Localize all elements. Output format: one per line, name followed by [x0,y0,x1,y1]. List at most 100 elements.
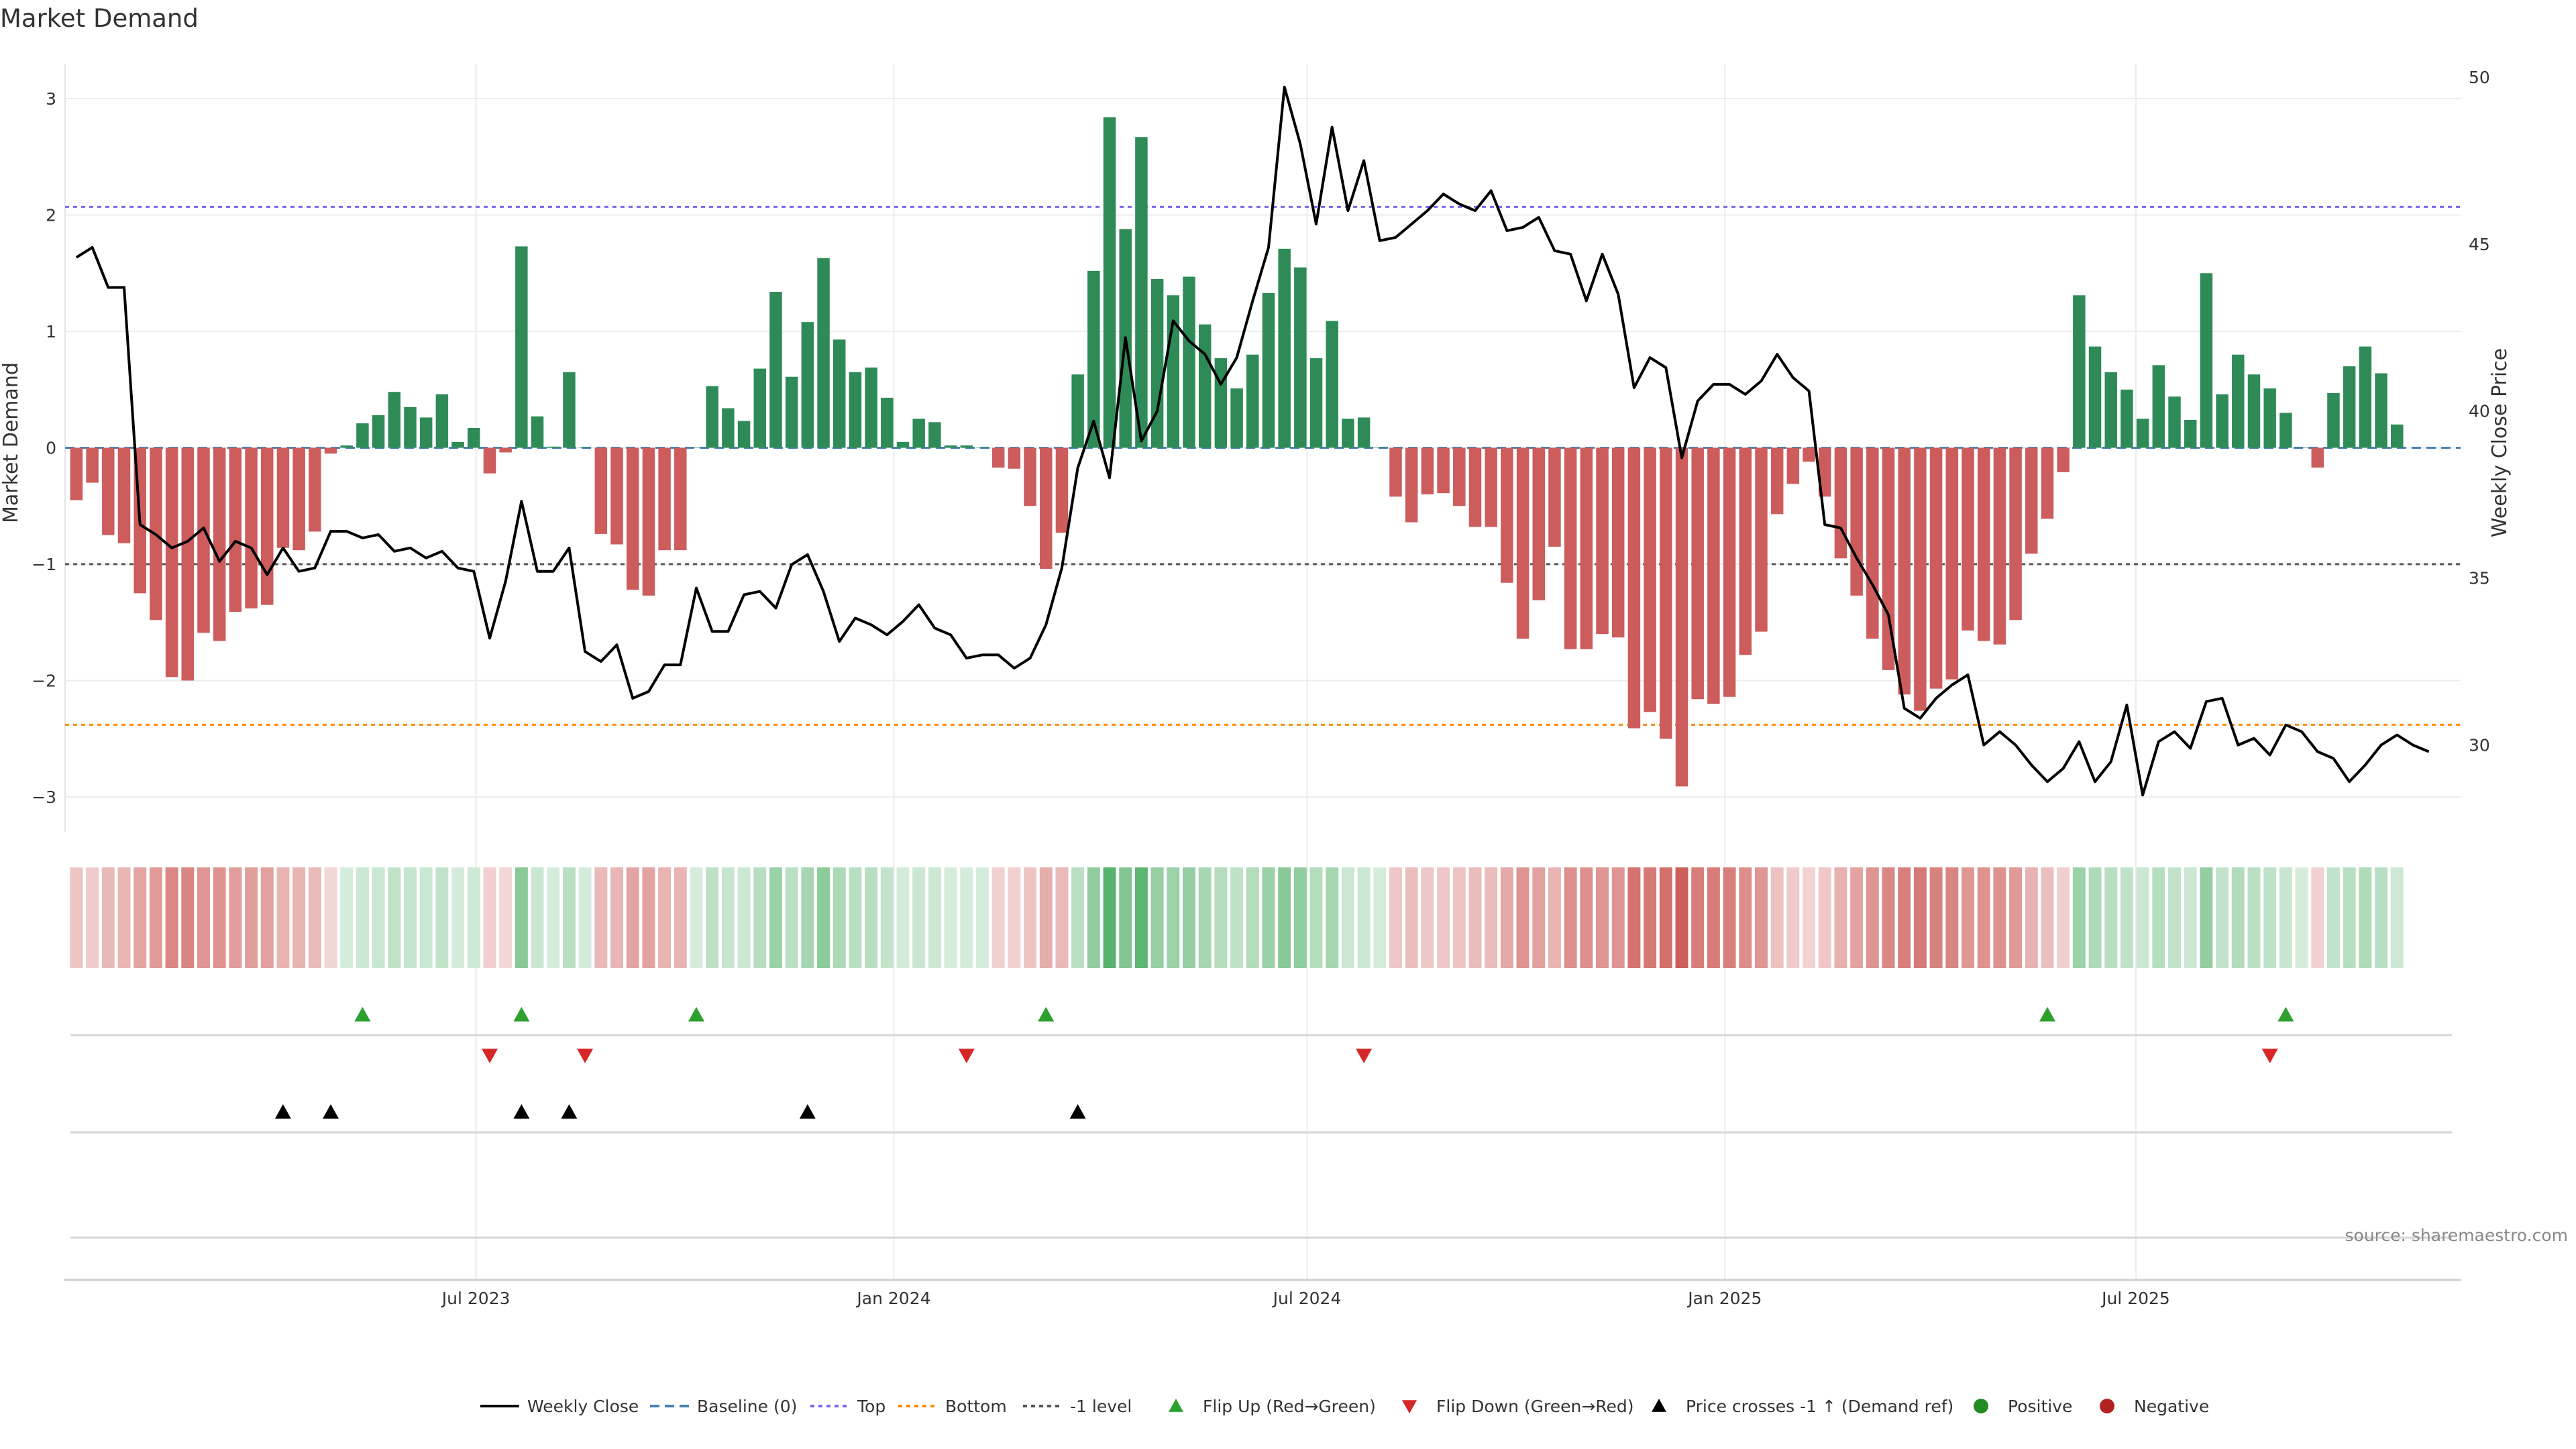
demand-bar [2184,419,2197,448]
demand-bar [1962,447,1974,631]
demand-bar [658,447,671,551]
price-cross-marker [1069,1104,1086,1119]
heat-cell [1929,867,1943,968]
flip-down-marker [2261,1049,2278,1063]
heat-cell [1611,867,1625,968]
heat-cell [133,867,147,968]
reference-lines [65,205,2461,726]
demand-bar [1580,447,1593,649]
demand-bar [1929,447,1943,689]
source-note: source: sharemaestro.com [2345,1226,2569,1245]
heat-cell [1644,867,1657,968]
demand-bar [706,386,718,448]
flip-down-marker [482,1049,498,1063]
heat-cell [2311,867,2324,968]
demand-bar [1564,447,1577,649]
heat-cell [737,867,751,968]
demand-bar [1819,447,1831,497]
demand-bars [70,117,2404,787]
demand-bar [881,397,894,448]
demand-bar [1183,276,1195,448]
heat-cell [1119,867,1132,968]
heat-cell [2375,867,2388,968]
heat-cell [1770,867,1784,968]
demand-bar [753,368,766,448]
grid-lines [64,64,2461,1281]
heat-cell [865,867,878,968]
demand-bar [515,246,528,448]
demand-bar [1516,447,1529,639]
heat-cell [101,867,115,968]
demand-bar [1977,447,1990,641]
heat-cell [1167,867,1180,968]
demand-bar [1055,447,1069,533]
demand-bar [435,394,449,448]
demand-bar [674,447,687,551]
heat-cell [1707,867,1720,968]
heat-cell [1898,867,1911,968]
legend-label: Flip Up (Red→Green) [1203,1397,1376,1416]
heat-cell [2326,867,2340,968]
demand-bar [499,447,512,453]
demand-bar [1342,419,1354,448]
flip-down-marker [1356,1049,1373,1063]
demand-bar [1135,137,1148,448]
flip-down-marker [958,1049,975,1063]
heat-cell [70,867,83,968]
y-axis-ticks: 3 2 1 0 −1 −2 −3 [32,89,56,807]
heat-cell [1326,867,1339,968]
heat-cell [2279,867,2292,968]
demand-bar [1914,447,1927,711]
heat-cell [2184,867,2197,968]
legend-label: Positive [2008,1397,2072,1416]
legend-label: Baseline (0) [697,1397,797,1416]
heat-cell [1945,867,1959,968]
heat-cell [483,867,496,968]
heat-cell [1230,867,1244,968]
demand-bar [483,447,496,474]
demand-bar [547,446,559,448]
demand-bar [1453,447,1466,506]
heat-cell [1977,867,1990,968]
y-tick-label: 0 [46,439,56,458]
heat-cell [1389,867,1402,968]
demand-bar [419,417,433,448]
demand-bar [292,447,305,551]
demand-bar [1262,292,1275,448]
heat-cell [912,867,926,968]
legend-label: Flip Down (Green→Red) [1436,1397,1634,1416]
demand-bar [1040,447,1053,569]
demand-bar [1850,447,1863,596]
x-tick-label: Jul 2025 [2100,1289,2170,1308]
demand-bar [2088,346,2102,448]
flip-up-marker [513,1007,530,1022]
demand-bar [245,447,258,608]
heat-cell [991,867,1005,968]
demand-bar [785,376,798,448]
heat-cell [1198,867,1212,968]
heat-cell [626,867,639,968]
demand-bar [165,447,178,678]
demand-bar [1786,447,1800,484]
demand-bar [1993,447,2006,645]
heat-cell [1913,867,1927,968]
demand-bar [181,447,195,681]
y2-tick-label: 35 [2469,569,2490,588]
demand-bar [372,415,385,448]
heat-cell [1246,867,1259,968]
demand-bar [849,372,862,448]
demand-bar [309,447,321,532]
heat-cell [817,867,830,968]
heat-cell [467,867,480,968]
x-tick-label: Jan 2024 [855,1289,930,1308]
heat-cell [1150,867,1164,968]
demand-bar [531,416,544,448]
heat-cell [769,867,782,968]
heat-cell [1866,867,1879,968]
heat-cell [706,867,719,968]
heat-cell [86,867,99,968]
heat-cell [849,867,862,968]
heat-cell [896,867,910,968]
heat-cell [2168,867,2181,968]
